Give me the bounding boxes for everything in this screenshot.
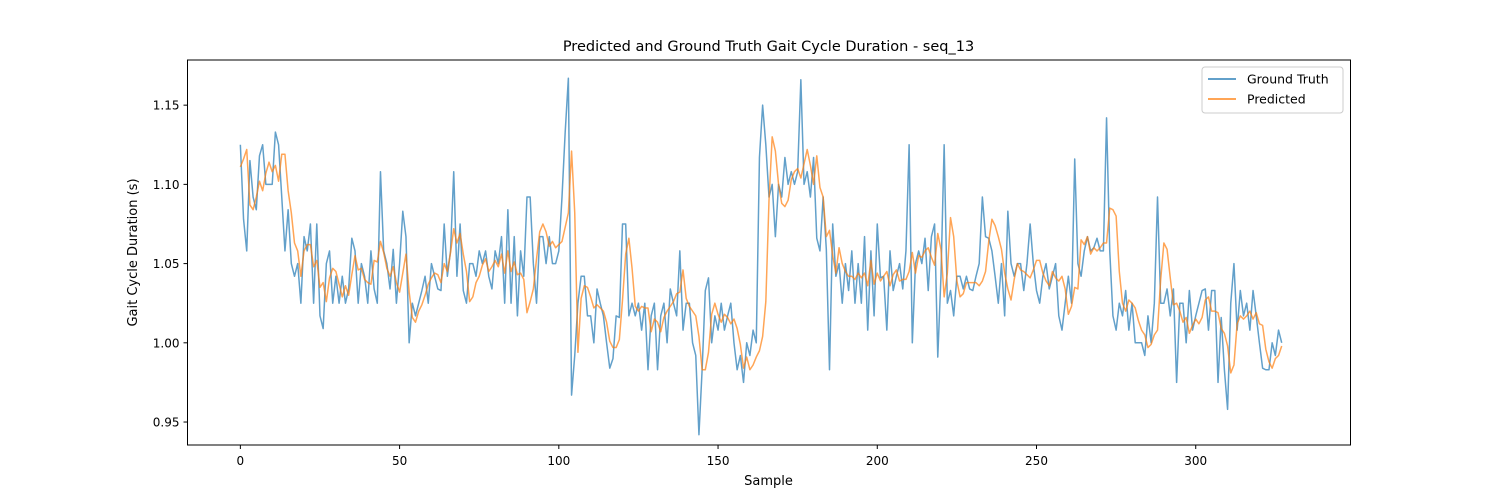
- y-axis-label: Gait Cycle Duration (s): [126, 178, 141, 326]
- y-tick-label: 1.10: [153, 178, 180, 192]
- legend-box: [1201, 66, 1344, 114]
- x-tick-label: 200: [866, 454, 889, 468]
- series-layer: [239, 77, 1283, 436]
- y-tick-label: 1.15: [153, 99, 180, 113]
- series-line-ground-truth: [239, 77, 1283, 436]
- x-tick-label: 100: [547, 454, 570, 468]
- x-tick-label: 250: [1025, 454, 1048, 468]
- legend-label-predicted: Predicted: [1247, 92, 1306, 107]
- x-tick-label: 150: [707, 454, 730, 468]
- x-axis: 0 50 100 150 200 250 300: [237, 445, 1207, 468]
- y-tick-label: 1.00: [153, 336, 180, 350]
- x-tick-label: 300: [1184, 454, 1207, 468]
- series-line-predicted: [239, 136, 1283, 374]
- x-tick-label: 50: [392, 454, 407, 468]
- x-axis-label: Sample: [744, 474, 793, 489]
- chart-title: Predicted and Ground Truth Gait Cycle Du…: [563, 39, 974, 55]
- plot-area: [187, 59, 1351, 446]
- legend: Ground Truth Predicted: [1201, 66, 1344, 114]
- plot-background: [187, 60, 1351, 445]
- x-tick-label: 0: [237, 454, 245, 468]
- y-tick-label: 0.95: [153, 416, 180, 430]
- y-axis: 0.95 1.00 1.05 1.10 1.15: [153, 99, 188, 430]
- plot-frame: [187, 59, 1351, 446]
- y-tick-label: 1.05: [153, 257, 180, 271]
- legend-label-ground-truth: Ground Truth: [1247, 72, 1329, 87]
